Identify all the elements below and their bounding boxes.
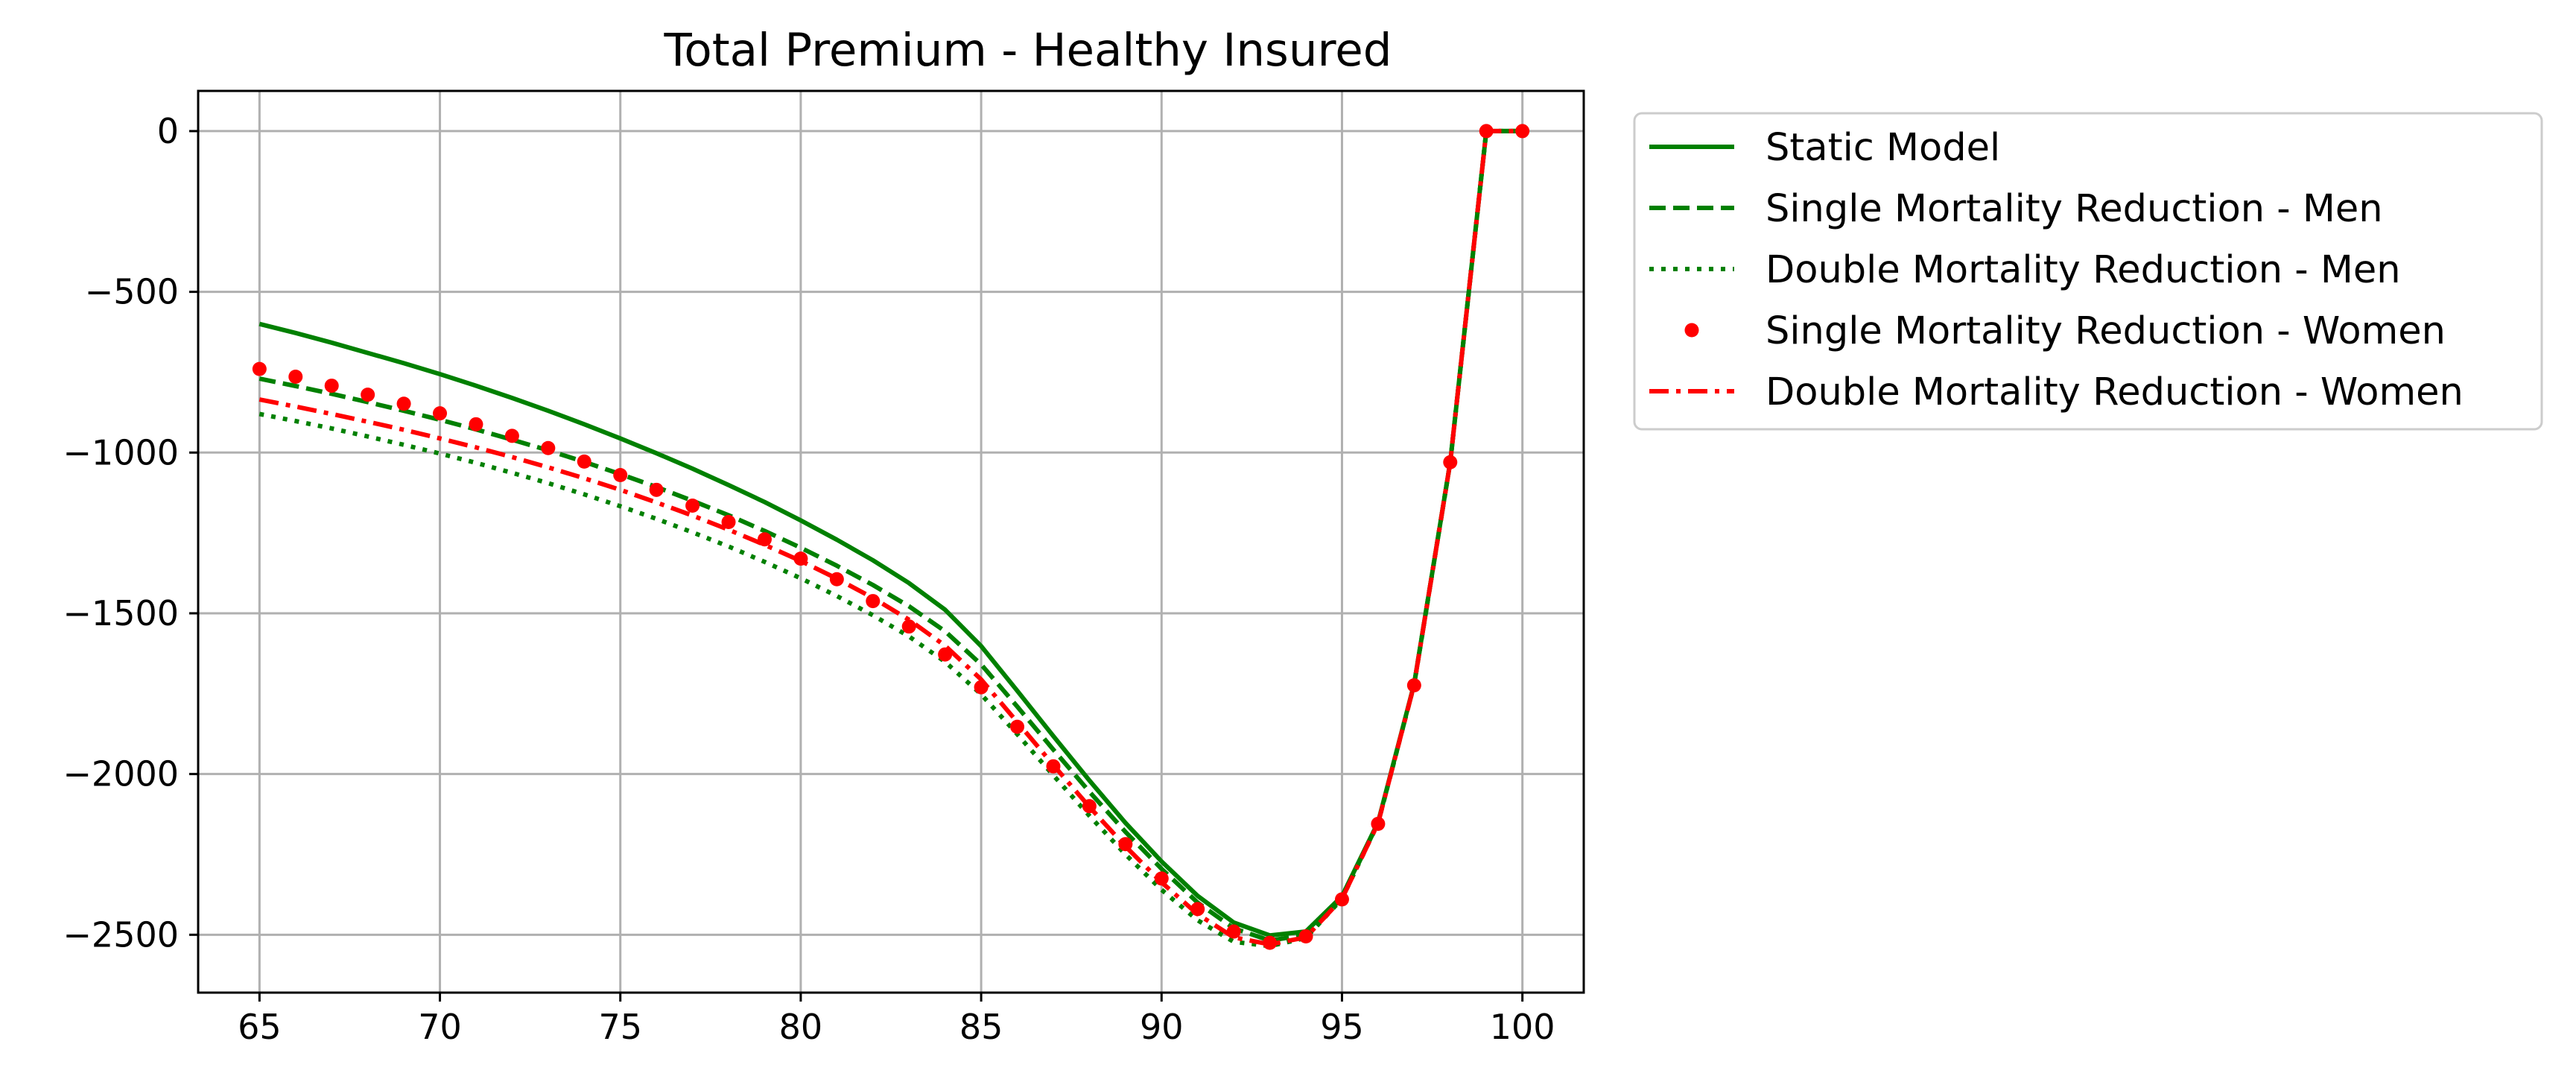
x-tick-label: 70 <box>418 1007 462 1047</box>
y-tick-label: −500 <box>85 272 179 312</box>
y-tick-label: 0 <box>157 111 179 151</box>
legend-label: Single Mortality Reduction - Women <box>1766 309 2446 353</box>
series-line <box>258 128 1523 947</box>
legend-entry: Double Mortality Reduction - Women <box>1649 370 2464 414</box>
x-tick-label: 100 <box>1490 1007 1555 1047</box>
data-point <box>757 532 772 547</box>
data-point <box>866 594 881 609</box>
legend-entry: Single Mortality Reduction - Women <box>1684 309 2446 353</box>
plot-series <box>252 124 1530 950</box>
x-tick-label: 80 <box>779 1007 823 1047</box>
data-point <box>1082 799 1097 814</box>
data-point <box>577 454 591 469</box>
series-line <box>258 128 1523 938</box>
x-tick-label: 75 <box>598 1007 642 1047</box>
x-tick-label: 85 <box>959 1007 1003 1047</box>
data-point <box>469 417 483 431</box>
data-point <box>1334 892 1349 907</box>
data-point <box>829 572 844 586</box>
data-point <box>649 482 664 497</box>
legend-entry: Double Mortality Reduction - Men <box>1649 248 2401 292</box>
data-point <box>1154 871 1169 886</box>
data-point <box>1118 837 1133 852</box>
data-point <box>1371 817 1386 832</box>
y-tick-label: −2500 <box>63 914 179 955</box>
data-point <box>324 379 339 393</box>
data-point <box>974 680 989 695</box>
data-point <box>793 551 808 566</box>
y-tick-label: −1500 <box>63 593 179 633</box>
data-point <box>938 647 953 662</box>
data-point <box>252 361 267 376</box>
grid <box>198 91 1584 993</box>
series-0 <box>258 128 1523 938</box>
legend-entry: Static Model <box>1649 126 2000 170</box>
legend-marker <box>1684 323 1699 338</box>
legend-box <box>1633 112 2543 431</box>
series-4 <box>258 128 1523 947</box>
data-point <box>1226 924 1241 939</box>
data-point <box>1046 759 1061 774</box>
y-tick-label: −1000 <box>63 432 179 472</box>
chart-title: Total Premium - Healthy Insured <box>664 24 1392 77</box>
data-point <box>541 440 556 455</box>
data-point <box>1515 124 1530 139</box>
legend-label: Static Model <box>1766 126 2000 170</box>
legend-label: Double Mortality Reduction - Men <box>1766 248 2401 292</box>
data-point <box>361 388 375 402</box>
y-tick-label: −2000 <box>63 754 179 794</box>
data-point <box>1298 929 1313 944</box>
data-point <box>433 406 448 421</box>
plot-frame <box>197 89 1585 994</box>
data-point <box>1010 719 1025 734</box>
data-point <box>901 619 916 634</box>
legend-label: Double Mortality Reduction - Women <box>1766 370 2464 414</box>
x-tick-label: 90 <box>1140 1007 1184 1047</box>
legend-label: Single Mortality Reduction - Men <box>1766 187 2383 231</box>
data-point <box>288 369 303 384</box>
data-point <box>613 467 628 482</box>
data-point <box>685 498 700 513</box>
data-point <box>1406 678 1421 693</box>
data-point <box>1443 455 1458 469</box>
axis-ticks: 65 70 75 80 85 90 95 100 0 −500 −1000 −1500 −2000 −25… <box>63 111 1555 1047</box>
data-point <box>721 514 736 529</box>
data-point <box>396 396 411 411</box>
data-point <box>1190 902 1205 917</box>
data-point <box>1479 124 1494 139</box>
x-tick-label: 65 <box>238 1007 282 1047</box>
legend-entry: Single Mortality Reduction - Men <box>1649 187 2383 231</box>
data-point <box>1263 935 1278 950</box>
legend: Static Model Single Mortality Reduction -… <box>1633 112 2543 431</box>
data-point <box>504 429 519 443</box>
series-3 <box>252 124 1530 950</box>
x-tick-label: 95 <box>1320 1007 1364 1047</box>
